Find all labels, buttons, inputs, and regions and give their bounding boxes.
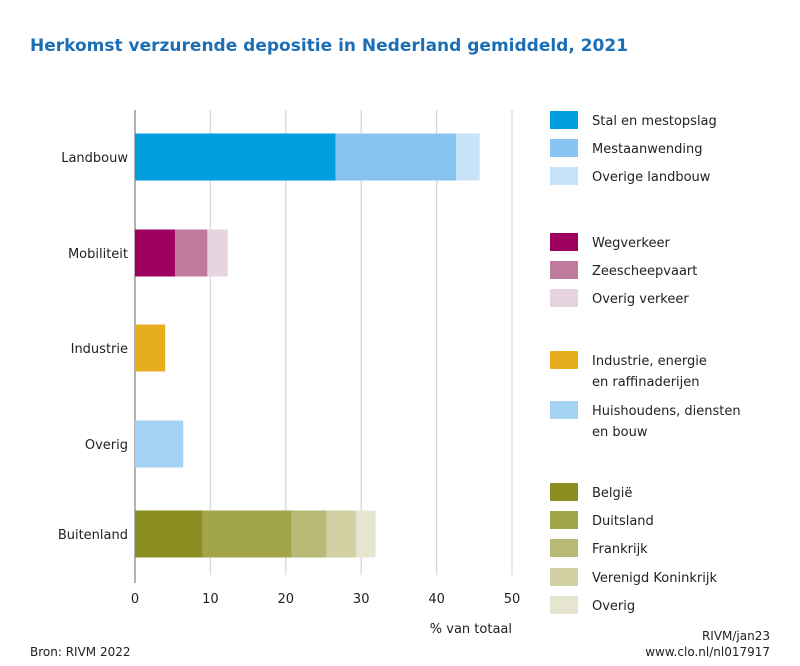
legend-swatch: [550, 233, 578, 251]
category-label: Overig: [85, 438, 128, 453]
legend-swatch: [550, 401, 578, 419]
category-label: Buitenland: [58, 528, 128, 543]
legend-label: Zeescheepvaart: [592, 264, 697, 279]
legend-swatch: [550, 139, 578, 157]
category-label: Industrie: [71, 342, 128, 357]
bar-segment: [202, 510, 292, 558]
x-tick-label: 40: [428, 592, 445, 607]
category-label: Mobiliteit: [68, 247, 128, 262]
bar-segment: [456, 133, 480, 181]
bar-segment: [135, 229, 175, 277]
legend-label: Verenigd Koninkrijk: [592, 571, 717, 586]
bar-segment: [135, 324, 166, 372]
legend-label: Huishoudens, diensten: [592, 404, 741, 419]
x-tick-label: 0: [131, 592, 139, 607]
x-tick-label: 20: [278, 592, 295, 607]
legend-swatch: [550, 167, 578, 185]
legend-label: Duitsland: [592, 514, 654, 529]
legend-label: Frankrijk: [592, 542, 648, 557]
legend-swatch: [550, 539, 578, 557]
category-label: Landbouw: [61, 151, 128, 166]
legend-label: Overig: [592, 599, 635, 614]
legend-swatch: [550, 596, 578, 614]
bar-segment: [174, 229, 208, 277]
legend-swatch: [550, 111, 578, 129]
legend-swatch: [550, 351, 578, 369]
legend-swatch: [550, 511, 578, 529]
legend-swatch: [550, 261, 578, 279]
bar-segment: [135, 510, 203, 558]
chart-title: Herkomst verzurende depositie in Nederla…: [30, 36, 629, 56]
legend-label: België: [592, 486, 632, 501]
legend-label: en bouw: [592, 425, 648, 440]
bar-segment: [335, 133, 457, 181]
x-tick-label: 10: [202, 592, 219, 607]
legend-label: Stal en mestopslag: [592, 114, 717, 129]
bar-segment: [207, 229, 228, 277]
legend-label: Overige landbouw: [592, 170, 711, 185]
bar-segment: [135, 420, 184, 468]
legend-swatch: [550, 289, 578, 307]
legend-swatch: [550, 483, 578, 501]
bar-segment: [135, 133, 336, 181]
x-tick-label: 50: [504, 592, 521, 607]
bar-segment: [291, 510, 327, 558]
bar-segment: [355, 510, 376, 558]
x-tick-label: 30: [353, 592, 370, 607]
url-note: www.clo.nl/nl017917: [645, 645, 770, 659]
source-note: Bron: RIVM 2022: [30, 645, 131, 659]
legend-label: Overig verkeer: [592, 292, 689, 307]
legend-label: Wegverkeer: [592, 236, 670, 251]
legend-label: Mestaanwending: [592, 142, 702, 157]
bar-segment: [326, 510, 356, 558]
x-axis-label: % van totaal: [430, 622, 512, 637]
legend-swatch: [550, 568, 578, 586]
credit-note: RIVM/jan23: [701, 629, 770, 643]
legend-label: en raffinaderijen: [592, 375, 700, 390]
legend-label: Industrie, energie: [592, 354, 707, 369]
